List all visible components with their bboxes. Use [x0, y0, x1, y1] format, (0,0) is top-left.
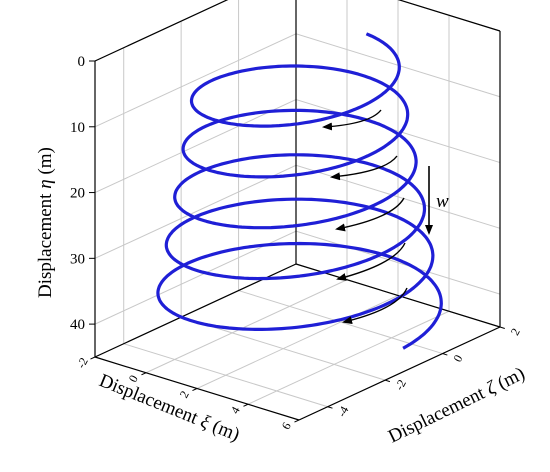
flow-annotation — [322, 109, 433, 325]
grid-line-y-floor — [145, 279, 348, 374]
z-tick-label: 30 — [70, 251, 85, 267]
y-tick-label: 4 — [228, 404, 243, 416]
y-tick-mark — [141, 372, 147, 376]
x-tick-label: 2 — [508, 326, 523, 338]
x-tick-mark — [442, 353, 448, 356]
frame-edge-7 — [94, 0, 229, 62]
grid-line-z — [94, 99, 501, 194]
w-label: w — [436, 191, 449, 212]
frame-edge-3 — [298, 326, 501, 421]
grid-line-y-floor — [247, 310, 450, 405]
flow-arrow-5 — [342, 287, 408, 325]
frame-edge-1 — [295, 263, 501, 328]
x-tick-label: -4 — [334, 404, 351, 419]
y-tick-label: 2 — [177, 388, 192, 400]
frame-edge-8 — [397, 0, 501, 32]
flow-arrow-2 — [330, 155, 398, 181]
z-tick-label: 10 — [70, 120, 85, 136]
x-tick-mark — [499, 326, 505, 329]
flow-arrow-3 — [335, 197, 405, 232]
grid-line-y-floor — [196, 295, 399, 389]
z-tick-label: 0 — [78, 54, 86, 70]
x-tick-label: -2 — [392, 377, 409, 392]
y-tick-label: 0 — [126, 373, 141, 385]
y-tick-mark — [243, 403, 249, 407]
flow-arrow-1 — [322, 109, 382, 131]
y-tick-mark — [192, 388, 198, 392]
x-axis-title: Displacement ξ (m) — [96, 370, 243, 445]
x-tick-label: 0 — [450, 352, 465, 364]
helix-series — [156, 32, 443, 350]
y-axis-title: Displacement ζ (m) — [385, 363, 528, 447]
flow-arrow-4 — [336, 242, 406, 281]
helix-line — [156, 32, 443, 350]
y-tick-label: 6 — [279, 420, 294, 432]
z-axis-title: Displacement η (m) — [35, 147, 56, 298]
grid-line-z — [94, 0, 501, 62]
y-tick-mark — [294, 419, 300, 423]
y-tick-mark — [90, 356, 96, 360]
axes-frame — [94, 0, 501, 421]
x-tick-mark — [384, 379, 391, 383]
z-tick-label: 40 — [70, 317, 85, 333]
grid-line-z — [94, 33, 501, 128]
x-tick-mark — [327, 406, 333, 409]
z-tick-label: 20 — [70, 186, 85, 202]
y-tick-label: -2 — [74, 355, 91, 370]
